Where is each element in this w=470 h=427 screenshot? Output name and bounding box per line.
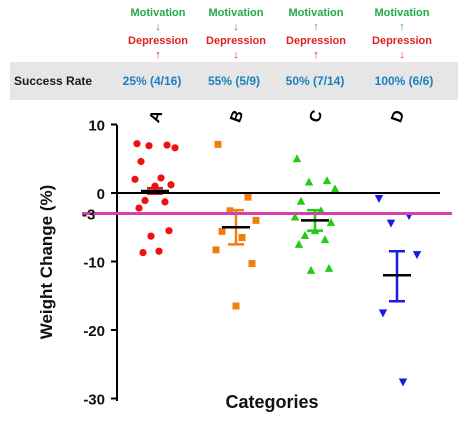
data-point xyxy=(412,251,422,260)
motivation-label: Motivation xyxy=(208,7,264,19)
data-point xyxy=(248,260,256,268)
y-axis-title: Weight Change (%) xyxy=(37,185,56,340)
y-tick-label: 0 xyxy=(97,186,105,203)
success-rate-d: 100% (6/6) xyxy=(374,74,434,88)
depression-arrow: ↑ xyxy=(313,49,319,61)
data-point xyxy=(238,234,246,242)
motivation-arrow: ↑ xyxy=(399,21,405,33)
data-point xyxy=(161,198,169,206)
motivation-arrow: ↑ xyxy=(313,21,319,33)
data-point xyxy=(218,227,226,235)
data-point xyxy=(145,142,153,150)
x-axis-title: Categories xyxy=(225,392,318,412)
depression-label: Depression xyxy=(206,35,266,47)
data-point xyxy=(374,194,384,203)
motivation-label: Motivation xyxy=(130,7,186,19)
header-col-c: Motivation ↑ Depression ↑ xyxy=(276,6,356,62)
y-tick-label: -20 xyxy=(83,323,105,340)
data-point xyxy=(292,154,302,163)
data-point xyxy=(306,265,316,274)
data-point xyxy=(322,176,332,185)
data-point xyxy=(304,177,314,186)
y-tick-label: 10 xyxy=(88,118,105,135)
depression-label: Depression xyxy=(286,35,346,47)
data-point xyxy=(163,141,171,149)
category-label: C xyxy=(306,108,326,125)
data-point xyxy=(212,246,220,254)
data-point xyxy=(398,378,408,387)
success-rate-label: Success Rate xyxy=(14,74,93,88)
data-point xyxy=(135,204,143,212)
header-col-b: Motivation ↓ Depression ↓ xyxy=(196,6,276,62)
data-point xyxy=(141,196,149,205)
data-point xyxy=(296,196,306,205)
data-point xyxy=(326,217,336,226)
threshold-label: -3 xyxy=(82,207,95,224)
motivation-arrow: ↓ xyxy=(155,21,161,33)
depression-arrow: ↓ xyxy=(233,49,239,61)
data-point xyxy=(171,144,179,152)
data-point xyxy=(133,140,141,148)
motivation-arrow: ↓ xyxy=(233,21,239,33)
data-point xyxy=(147,232,155,240)
depression-arrow: ↑ xyxy=(155,49,161,61)
data-point xyxy=(252,216,260,224)
data-point xyxy=(324,263,334,272)
data-point xyxy=(300,230,310,239)
data-point xyxy=(131,175,139,183)
data-point xyxy=(294,239,304,248)
data-point xyxy=(244,193,252,201)
depression-arrow: ↓ xyxy=(399,49,405,61)
data-point xyxy=(386,219,396,228)
data-point xyxy=(330,184,340,193)
data-point xyxy=(320,235,330,244)
data-point xyxy=(378,309,388,318)
motivation-label: Motivation xyxy=(374,7,430,19)
data-point xyxy=(165,227,173,235)
data-point xyxy=(214,140,222,148)
data-point xyxy=(290,212,300,221)
data-point xyxy=(157,174,165,182)
success-rate-a: 25% (4/16) xyxy=(122,74,182,88)
motivation-label: Motivation xyxy=(288,7,344,19)
category-label: A xyxy=(146,108,166,125)
success-rate-b: 55% (5/9) xyxy=(207,74,261,88)
header-col-a: Motivation ↓ Depression ↑ xyxy=(118,6,198,62)
data-point xyxy=(155,247,163,255)
success-rate-band xyxy=(10,62,458,100)
y-tick-label: -30 xyxy=(83,392,105,409)
success-rate-c: 50% (7/14) xyxy=(285,74,345,88)
data-point xyxy=(139,248,147,257)
depression-label: Depression xyxy=(128,35,188,47)
category-label: D xyxy=(388,108,408,125)
data-point xyxy=(232,302,240,310)
header-col-d: Motivation ↑ Depression ↓ xyxy=(362,6,442,62)
category-label: B xyxy=(227,108,247,125)
data-point xyxy=(167,181,175,189)
depression-label: Depression xyxy=(372,35,432,47)
y-tick-label: -10 xyxy=(83,255,105,272)
data-point xyxy=(137,157,145,166)
